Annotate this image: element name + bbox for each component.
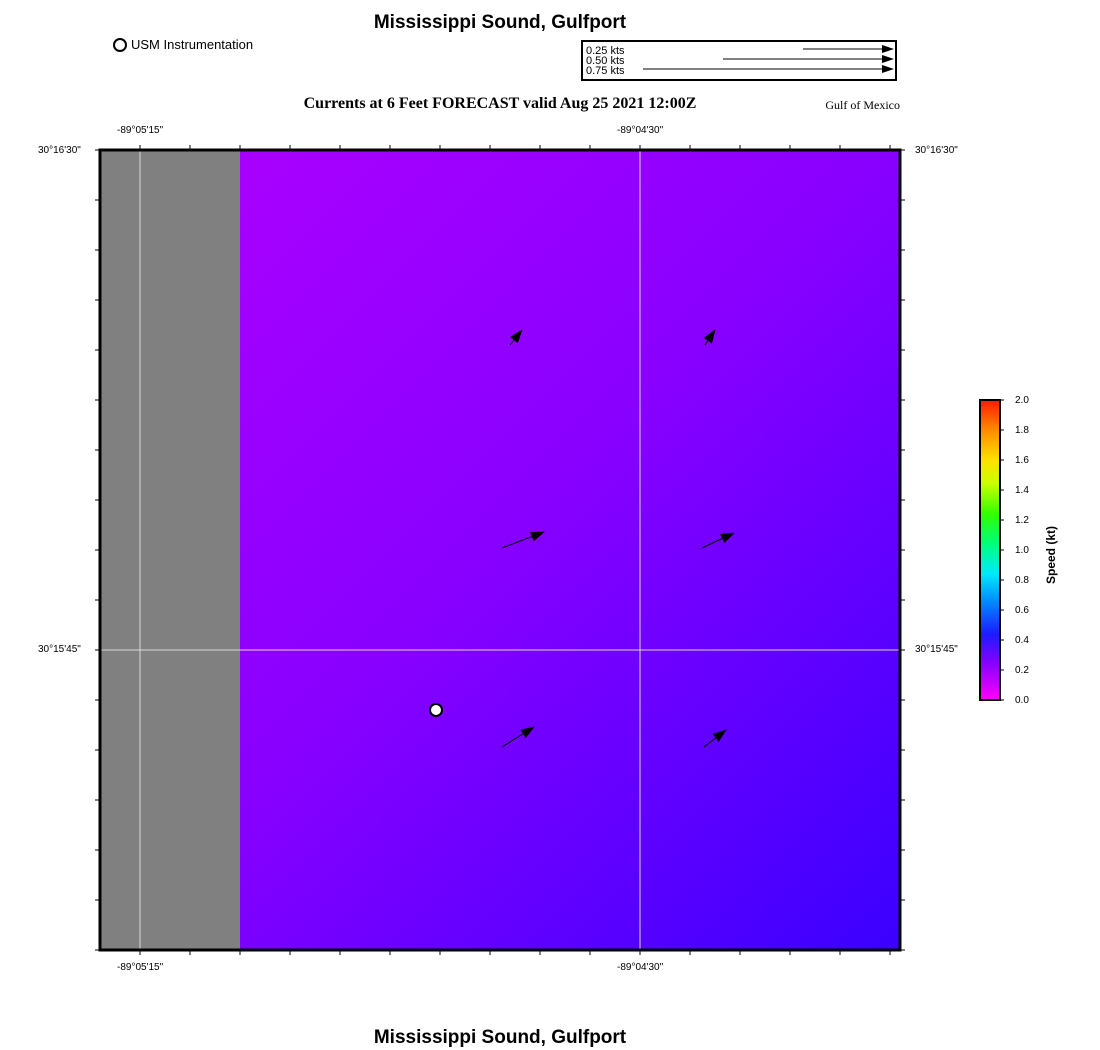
current-arrow	[501, 726, 535, 748]
colorbar-tick: 1.8	[1015, 425, 1029, 436]
colorbar-title: Speed (kt)	[1044, 525, 1058, 584]
right-tick-lat-2: 30°15'45"	[915, 644, 958, 655]
scale-label-025: 0.25 kts	[586, 45, 625, 57]
colorbar-tick: 2.0	[1015, 395, 1029, 406]
colorbar-tick: 1.0	[1015, 545, 1029, 556]
instrumentation-legend: USM Instrumentation	[113, 37, 253, 52]
left-tick-lat-1: 30°16'30"	[38, 145, 81, 156]
usm-instrument-marker	[429, 703, 443, 717]
colorbar-ramp	[979, 399, 1001, 701]
instrumentation-label: USM Instrumentation	[131, 37, 254, 52]
region-label: Gulf of Mexico	[825, 98, 900, 112]
scale-label-075: 0.75 kts	[586, 65, 625, 77]
vector-scale-box: 0.25 kts 0.50 kts 0.75 kts	[581, 40, 897, 81]
map-title: Mississippi Sound, Gulfport	[373, 12, 627, 33]
colorbar-tick: 1.4	[1015, 485, 1029, 496]
forecast-subtitle: Currents at 6 Feet FORECAST valid Aug 25…	[303, 95, 697, 112]
scale-label-050: 0.50 kts	[586, 55, 625, 67]
top-tick-lon-1: -89°05'15"	[117, 125, 164, 136]
current-arrow	[509, 329, 523, 346]
current-arrow	[701, 532, 735, 549]
colorbar-tick: 1.2	[1015, 515, 1029, 526]
bottom-tick-lon-1: -89°05'15"	[117, 962, 164, 973]
top-tick-lon-2: -89°04'30"	[617, 125, 664, 136]
speed-colorbar	[979, 399, 1004, 701]
bottom-tick-lon-2: -89°04'30"	[617, 962, 664, 973]
current-arrow	[703, 729, 727, 748]
right-tick-lat-1: 30°16'30"	[915, 145, 958, 156]
scale-arrows	[643, 45, 894, 73]
current-arrow	[703, 329, 716, 346]
left-tick-lat-2: 30°15'45"	[38, 644, 81, 655]
colorbar-tick: 0.8	[1015, 575, 1029, 586]
colorbar-tick: 1.6	[1015, 455, 1029, 466]
frame-ticks	[95, 145, 905, 955]
colorbar-tick: 0.2	[1015, 665, 1029, 676]
instrument-marker-icon	[113, 37, 127, 52]
map-footer-title: Mississippi Sound, Gulfport	[373, 1027, 627, 1048]
colorbar-tick: 0.6	[1015, 605, 1029, 616]
colorbar-tick: 0.0	[1015, 695, 1029, 706]
current-arrow	[501, 531, 545, 549]
current-map[interactable]	[90, 140, 910, 960]
current-vectors	[501, 329, 735, 748]
land-area	[100, 150, 240, 950]
colorbar-tick: 0.4	[1015, 635, 1029, 646]
